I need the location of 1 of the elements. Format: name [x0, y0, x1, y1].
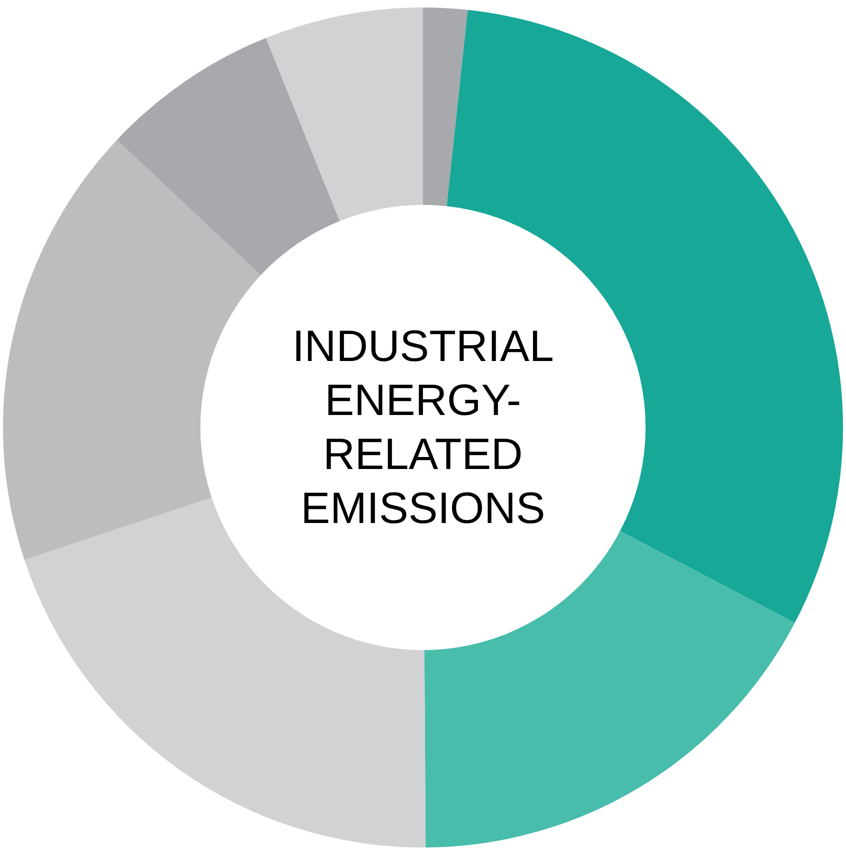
- text: INDUSTRIAL ENERGY-RELATED EMISSIONS: [291, 320, 555, 534]
